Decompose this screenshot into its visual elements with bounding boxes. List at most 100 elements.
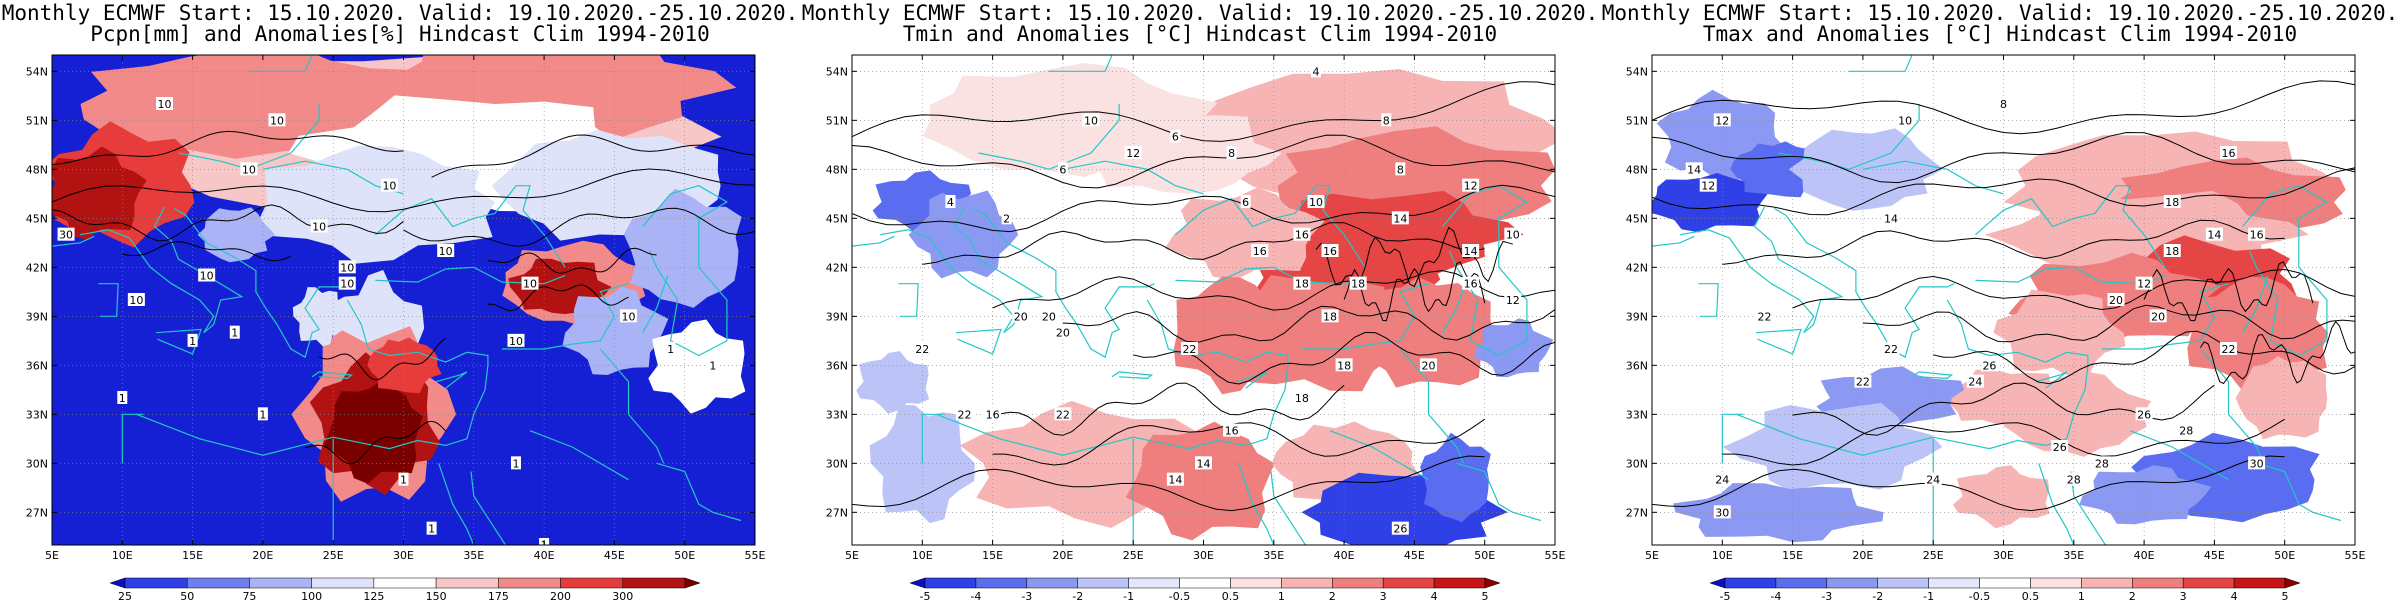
contour-label: 10 [1898,114,1912,127]
lat-label: 30N [826,457,848,470]
panel-title-line1: Monthly ECMWF Start: 15.10.2020. Valid: … [1,1,799,25]
lon-label: 45E [2204,549,2225,562]
colorbar-label: 25 [118,590,132,600]
colorbar-label: -1 [1123,590,1134,600]
contour-label-bg [1226,146,1237,159]
contour-label: 20 [2109,294,2123,307]
contour-line [52,130,404,165]
lon-label: 40E [2134,549,2155,562]
contour-label: 10 [509,335,523,348]
colorbar-segment [1775,577,1828,589]
contour-label: 14 [1464,245,1478,258]
lat-label: 27N [26,506,48,519]
contour-line [305,420,447,465]
contour-label-bg [380,178,398,192]
colorbar: 25 50 75 100 125 150 175 200 300 [109,577,701,600]
contour-line [1792,268,2355,311]
tmin-panel: 4 6 8 6 10 8 12 16 16 16 14 18 18 20 20 22 22 22 18 18 16 14 1… [800,0,1600,600]
colorbar-segment [1179,577,1231,589]
lon-label: 40E [1334,549,1355,562]
contour-label: 28 [2095,457,2109,470]
lat-label: 27N [826,506,848,519]
anomaly-region [1953,465,2051,529]
contour-label-bg [1882,342,1900,355]
contour-label: 18 [2165,245,2179,258]
coastline [136,365,489,456]
contour-label-bg [1419,358,1437,372]
contour-label-bg [437,244,455,257]
panel-title-line2: Tmax and Anomalies [°C] Hindcast Clim 19… [1702,22,2298,46]
contour-label: 12 [1506,294,1520,307]
coastline [973,207,1155,359]
colorbar-label: 2 [1329,590,1336,600]
contour-label-bg [1395,162,1406,176]
lat-label: 39N [26,310,48,323]
contour-line [852,81,1555,142]
colorbar-label: 300 [612,590,633,600]
coastline [435,371,468,389]
coastline [438,463,475,545]
colorbar-label: 5 [1482,590,1489,600]
coastline [1773,207,1955,359]
contour-label: 10 [439,245,453,258]
contour-label-bg [229,325,240,339]
coastline [121,413,144,464]
coastline [2129,430,2229,481]
contour-label-bg [1054,325,1072,339]
coastline [2256,462,2342,522]
contour-line [403,207,755,247]
contour-label: 22 [2221,343,2235,356]
contour-label-bg [1195,456,1212,470]
contour-label-bg [338,276,356,290]
contour-label: 20 [1042,310,1056,323]
coastline [599,348,665,464]
contour-line [52,204,404,242]
contour-label-bg [1699,178,1717,192]
anomaly-region [2235,356,2328,440]
coastline [1975,185,2166,268]
contour-label: 14 [1884,212,1898,225]
lon-label: 5E [1645,549,1659,562]
contour-label: 18 [1295,392,1309,405]
lat-label: 36N [1626,359,1648,372]
contour-lines [852,81,1555,512]
lat-label: 42N [826,261,848,274]
contour-line [1652,80,2355,135]
coastline [642,185,729,357]
colorbar-segment [435,577,499,589]
contour-label: 18 [1323,310,1337,323]
contour-label: 10 [270,114,284,127]
contour-label-bg [2149,309,2167,323]
contour-label-bg [117,391,128,404]
contour-label-bg [1293,391,1311,404]
contour-label: 10 [1084,114,1098,127]
coastline [1329,430,1429,481]
colorbar-segment [1928,577,1980,589]
colorbar-segment [2182,577,2235,589]
lat-label: 42N [26,261,48,274]
colorbar-segment [1026,577,1078,589]
lon-label: 20E [1052,549,1073,562]
lon-label: 10E [1712,549,1733,562]
contour-label: 1 [189,335,196,348]
contour-label-bg [2163,195,2181,208]
contour-label-bg [510,456,521,470]
contour-label-bg [1381,113,1392,127]
coastline [2101,283,2229,350]
contour-label-bg [57,227,75,241]
panel-title-line2: Pcpn[mm] and Anomalies[%] Hindcast Clim … [90,22,710,46]
contour-label-bg [1462,178,1480,192]
contour-label-bg [521,276,539,290]
contour-label-bg [1321,309,1339,323]
colorbar-segment [1826,577,1878,589]
lat-label: 54N [826,65,848,78]
contour-label-bg [338,260,356,274]
contour-line [122,241,292,262]
colorbar-label: -1 [1923,590,1934,600]
contour-label-bg [1349,276,1367,290]
contour-label: 10 [312,221,326,234]
colorbar-arrow-low [909,577,926,589]
